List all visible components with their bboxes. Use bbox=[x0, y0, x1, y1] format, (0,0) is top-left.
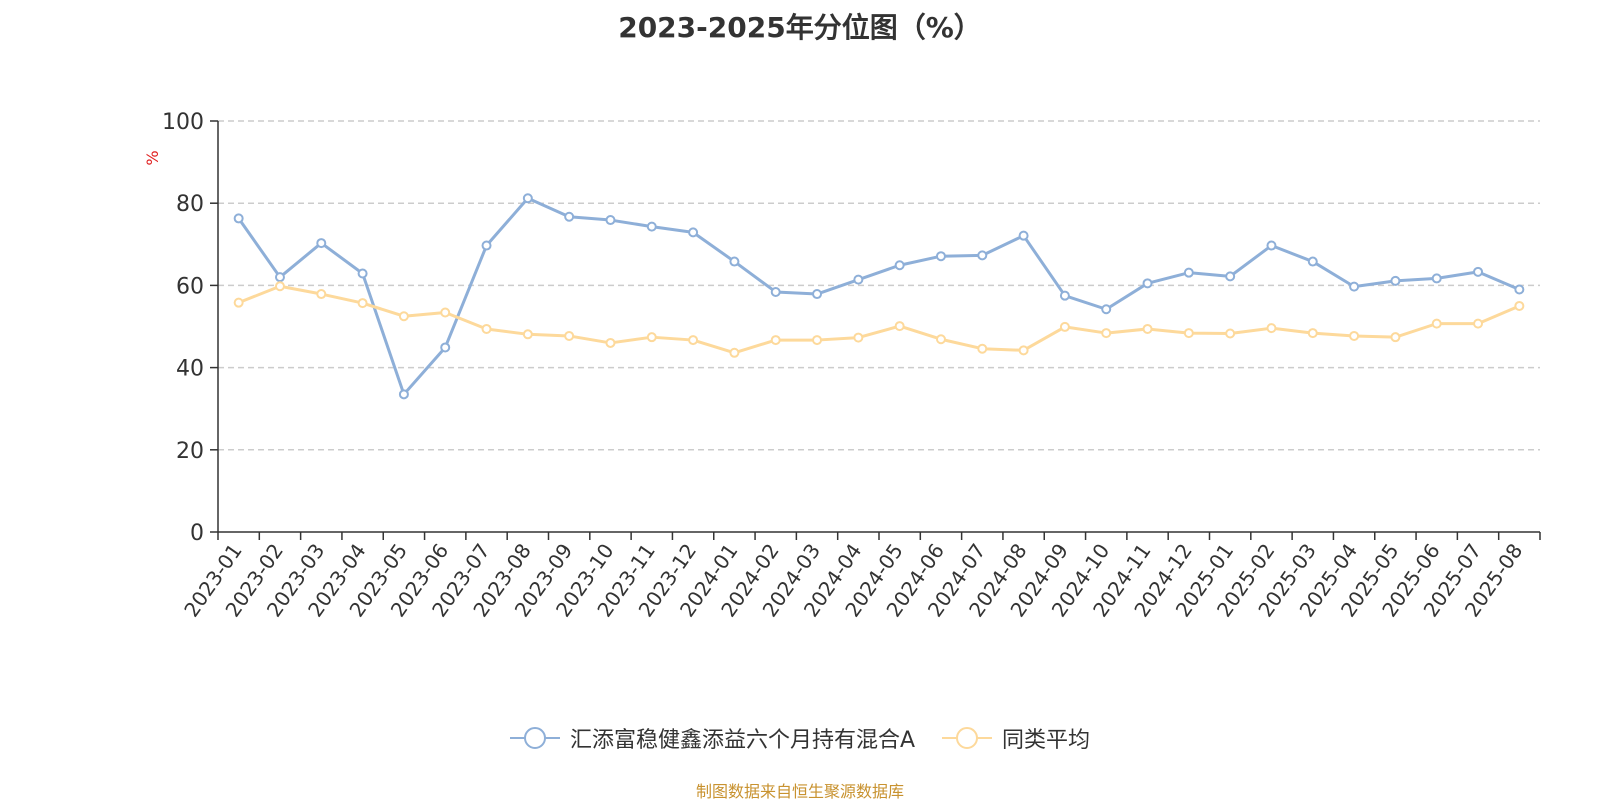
data-point-series-1-2023-05[interactable] bbox=[398, 389, 409, 400]
data-point-series-1-2025-07[interactable] bbox=[1473, 266, 1484, 277]
data-point-series-2-2023-11[interactable] bbox=[646, 332, 657, 343]
y-tick-label-20: 20 bbox=[176, 439, 204, 464]
data-point-series-1-2023-04[interactable] bbox=[357, 268, 368, 279]
y-tick-label-0: 0 bbox=[190, 521, 204, 546]
data-point-series-2-2023-09[interactable] bbox=[564, 330, 575, 341]
y-tick-label-100: 100 bbox=[162, 110, 204, 135]
data-point-series-1-2025-08[interactable] bbox=[1514, 284, 1525, 295]
legend-marker-series-1-icon bbox=[509, 727, 560, 749]
data-point-series-1-2024-12[interactable] bbox=[1183, 267, 1194, 278]
data-point-series-1-2023-12[interactable] bbox=[688, 227, 699, 238]
legend-item-series-2[interactable]: 同类平均 bbox=[942, 722, 1090, 754]
data-point-series-2-2023-08[interactable] bbox=[522, 329, 533, 340]
data-point-series-2-2024-06[interactable] bbox=[935, 334, 946, 345]
chart-title: 2023-2025年分位图（%） bbox=[618, 11, 982, 44]
data-point-series-2-2023-01[interactable] bbox=[233, 297, 244, 308]
data-point-series-1-2024-10[interactable] bbox=[1101, 304, 1112, 315]
data-point-series-1-2023-07[interactable] bbox=[481, 240, 492, 251]
source-note: 制图数据来自恒生聚源数据库 bbox=[695, 782, 904, 801]
data-point-series-2-2025-04[interactable] bbox=[1349, 330, 1360, 341]
data-point-series-1-2023-06[interactable] bbox=[440, 342, 451, 353]
data-point-series-1-2024-06[interactable] bbox=[935, 251, 946, 262]
data-point-series-1-2024-11[interactable] bbox=[1142, 278, 1153, 289]
data-point-series-1-2025-04[interactable] bbox=[1349, 281, 1360, 292]
data-point-series-1-2025-03[interactable] bbox=[1307, 256, 1318, 267]
data-point-series-1-2024-03[interactable] bbox=[812, 289, 823, 300]
series-lines bbox=[233, 193, 1525, 400]
data-point-series-1-2024-09[interactable] bbox=[1059, 290, 1070, 301]
data-point-series-2-2024-04[interactable] bbox=[853, 332, 864, 343]
series-line-2 bbox=[238, 284, 1520, 355]
data-point-series-1-2023-08[interactable] bbox=[522, 193, 533, 204]
data-point-series-1-2023-02[interactable] bbox=[274, 272, 285, 283]
data-point-series-2-2025-01[interactable] bbox=[1225, 328, 1236, 339]
data-point-series-1-2023-10[interactable] bbox=[605, 215, 616, 226]
data-point-series-2-2023-07[interactable] bbox=[481, 323, 492, 334]
data-point-series-2-2023-04[interactable] bbox=[357, 298, 368, 309]
data-point-series-2-2024-12[interactable] bbox=[1183, 328, 1194, 339]
legend: 汇添富稳健鑫添益六个月持有混合A 同类平均 bbox=[0, 722, 1600, 757]
data-point-series-1-2023-11[interactable] bbox=[646, 221, 657, 232]
gridlines bbox=[218, 120, 1540, 451]
data-point-series-1-2023-03[interactable] bbox=[316, 238, 327, 249]
legend-item-series-1[interactable]: 汇添富稳健鑫添益六个月持有混合A bbox=[509, 722, 916, 754]
data-point-series-2-2024-02[interactable] bbox=[770, 335, 781, 346]
data-point-series-1-2024-07[interactable] bbox=[977, 250, 988, 261]
data-point-series-1-2023-01[interactable] bbox=[233, 213, 244, 224]
y-tick-label-60: 60 bbox=[176, 274, 204, 299]
data-point-series-1-2025-05[interactable] bbox=[1390, 275, 1401, 286]
data-point-series-2-2025-08[interactable] bbox=[1514, 300, 1525, 311]
data-point-series-1-2024-08[interactable] bbox=[1018, 230, 1029, 241]
series-line-1 bbox=[237, 196, 1520, 396]
data-point-series-1-2023-09[interactable] bbox=[564, 211, 575, 222]
data-point-series-2-2023-10[interactable] bbox=[605, 337, 616, 348]
data-point-series-1-2025-02[interactable] bbox=[1266, 240, 1277, 251]
data-point-series-2-2025-02[interactable] bbox=[1266, 323, 1277, 334]
data-point-series-2-2025-03[interactable] bbox=[1307, 328, 1318, 339]
data-point-series-1-2025-01[interactable] bbox=[1225, 271, 1236, 282]
data-point-series-2-2025-05[interactable] bbox=[1390, 332, 1401, 343]
axes: 0204060801002023-012023-022023-032023-04… bbox=[162, 110, 1541, 621]
data-point-series-2-2023-05[interactable] bbox=[398, 311, 409, 322]
data-point-series-1-2024-02[interactable] bbox=[770, 286, 781, 297]
legend-label-series-2: 同类平均 bbox=[1002, 728, 1091, 753]
legend-label-series-1: 汇添富稳健鑫添益六个月持有混合A bbox=[569, 728, 916, 753]
data-point-series-2-2023-12[interactable] bbox=[688, 335, 699, 346]
data-point-series-2-2024-10[interactable] bbox=[1101, 328, 1112, 339]
data-point-series-2-2024-08[interactable] bbox=[1018, 345, 1029, 356]
data-point-series-2-2025-07[interactable] bbox=[1473, 318, 1484, 329]
y-tick-label-80: 80 bbox=[176, 192, 204, 217]
data-point-series-2-2024-09[interactable] bbox=[1059, 321, 1070, 332]
data-point-series-2-2023-03[interactable] bbox=[316, 289, 327, 300]
data-point-series-1-2025-06[interactable] bbox=[1431, 273, 1442, 284]
data-point-series-2-2024-01[interactable] bbox=[729, 347, 740, 358]
data-point-series-1-2024-01[interactable] bbox=[729, 256, 740, 267]
data-point-series-2-2025-06[interactable] bbox=[1431, 318, 1442, 329]
data-point-series-1-2024-05[interactable] bbox=[894, 260, 905, 271]
data-point-series-2-2024-05[interactable] bbox=[894, 321, 905, 332]
chart-plot-area: 0204060801002023-012023-022023-032023-04… bbox=[143, 110, 1541, 621]
data-point-series-2-2024-03[interactable] bbox=[812, 335, 823, 346]
y-axis-label: % bbox=[143, 150, 162, 165]
data-point-series-2-2023-02[interactable] bbox=[274, 281, 285, 292]
data-point-series-2-2024-11[interactable] bbox=[1142, 323, 1153, 334]
legend-marker-series-2-icon bbox=[942, 727, 993, 749]
data-point-series-2-2024-07[interactable] bbox=[977, 343, 988, 354]
data-point-series-2-2023-06[interactable] bbox=[440, 307, 451, 318]
data-point-series-1-2024-04[interactable] bbox=[853, 274, 864, 285]
y-tick-label-40: 40 bbox=[176, 357, 204, 382]
